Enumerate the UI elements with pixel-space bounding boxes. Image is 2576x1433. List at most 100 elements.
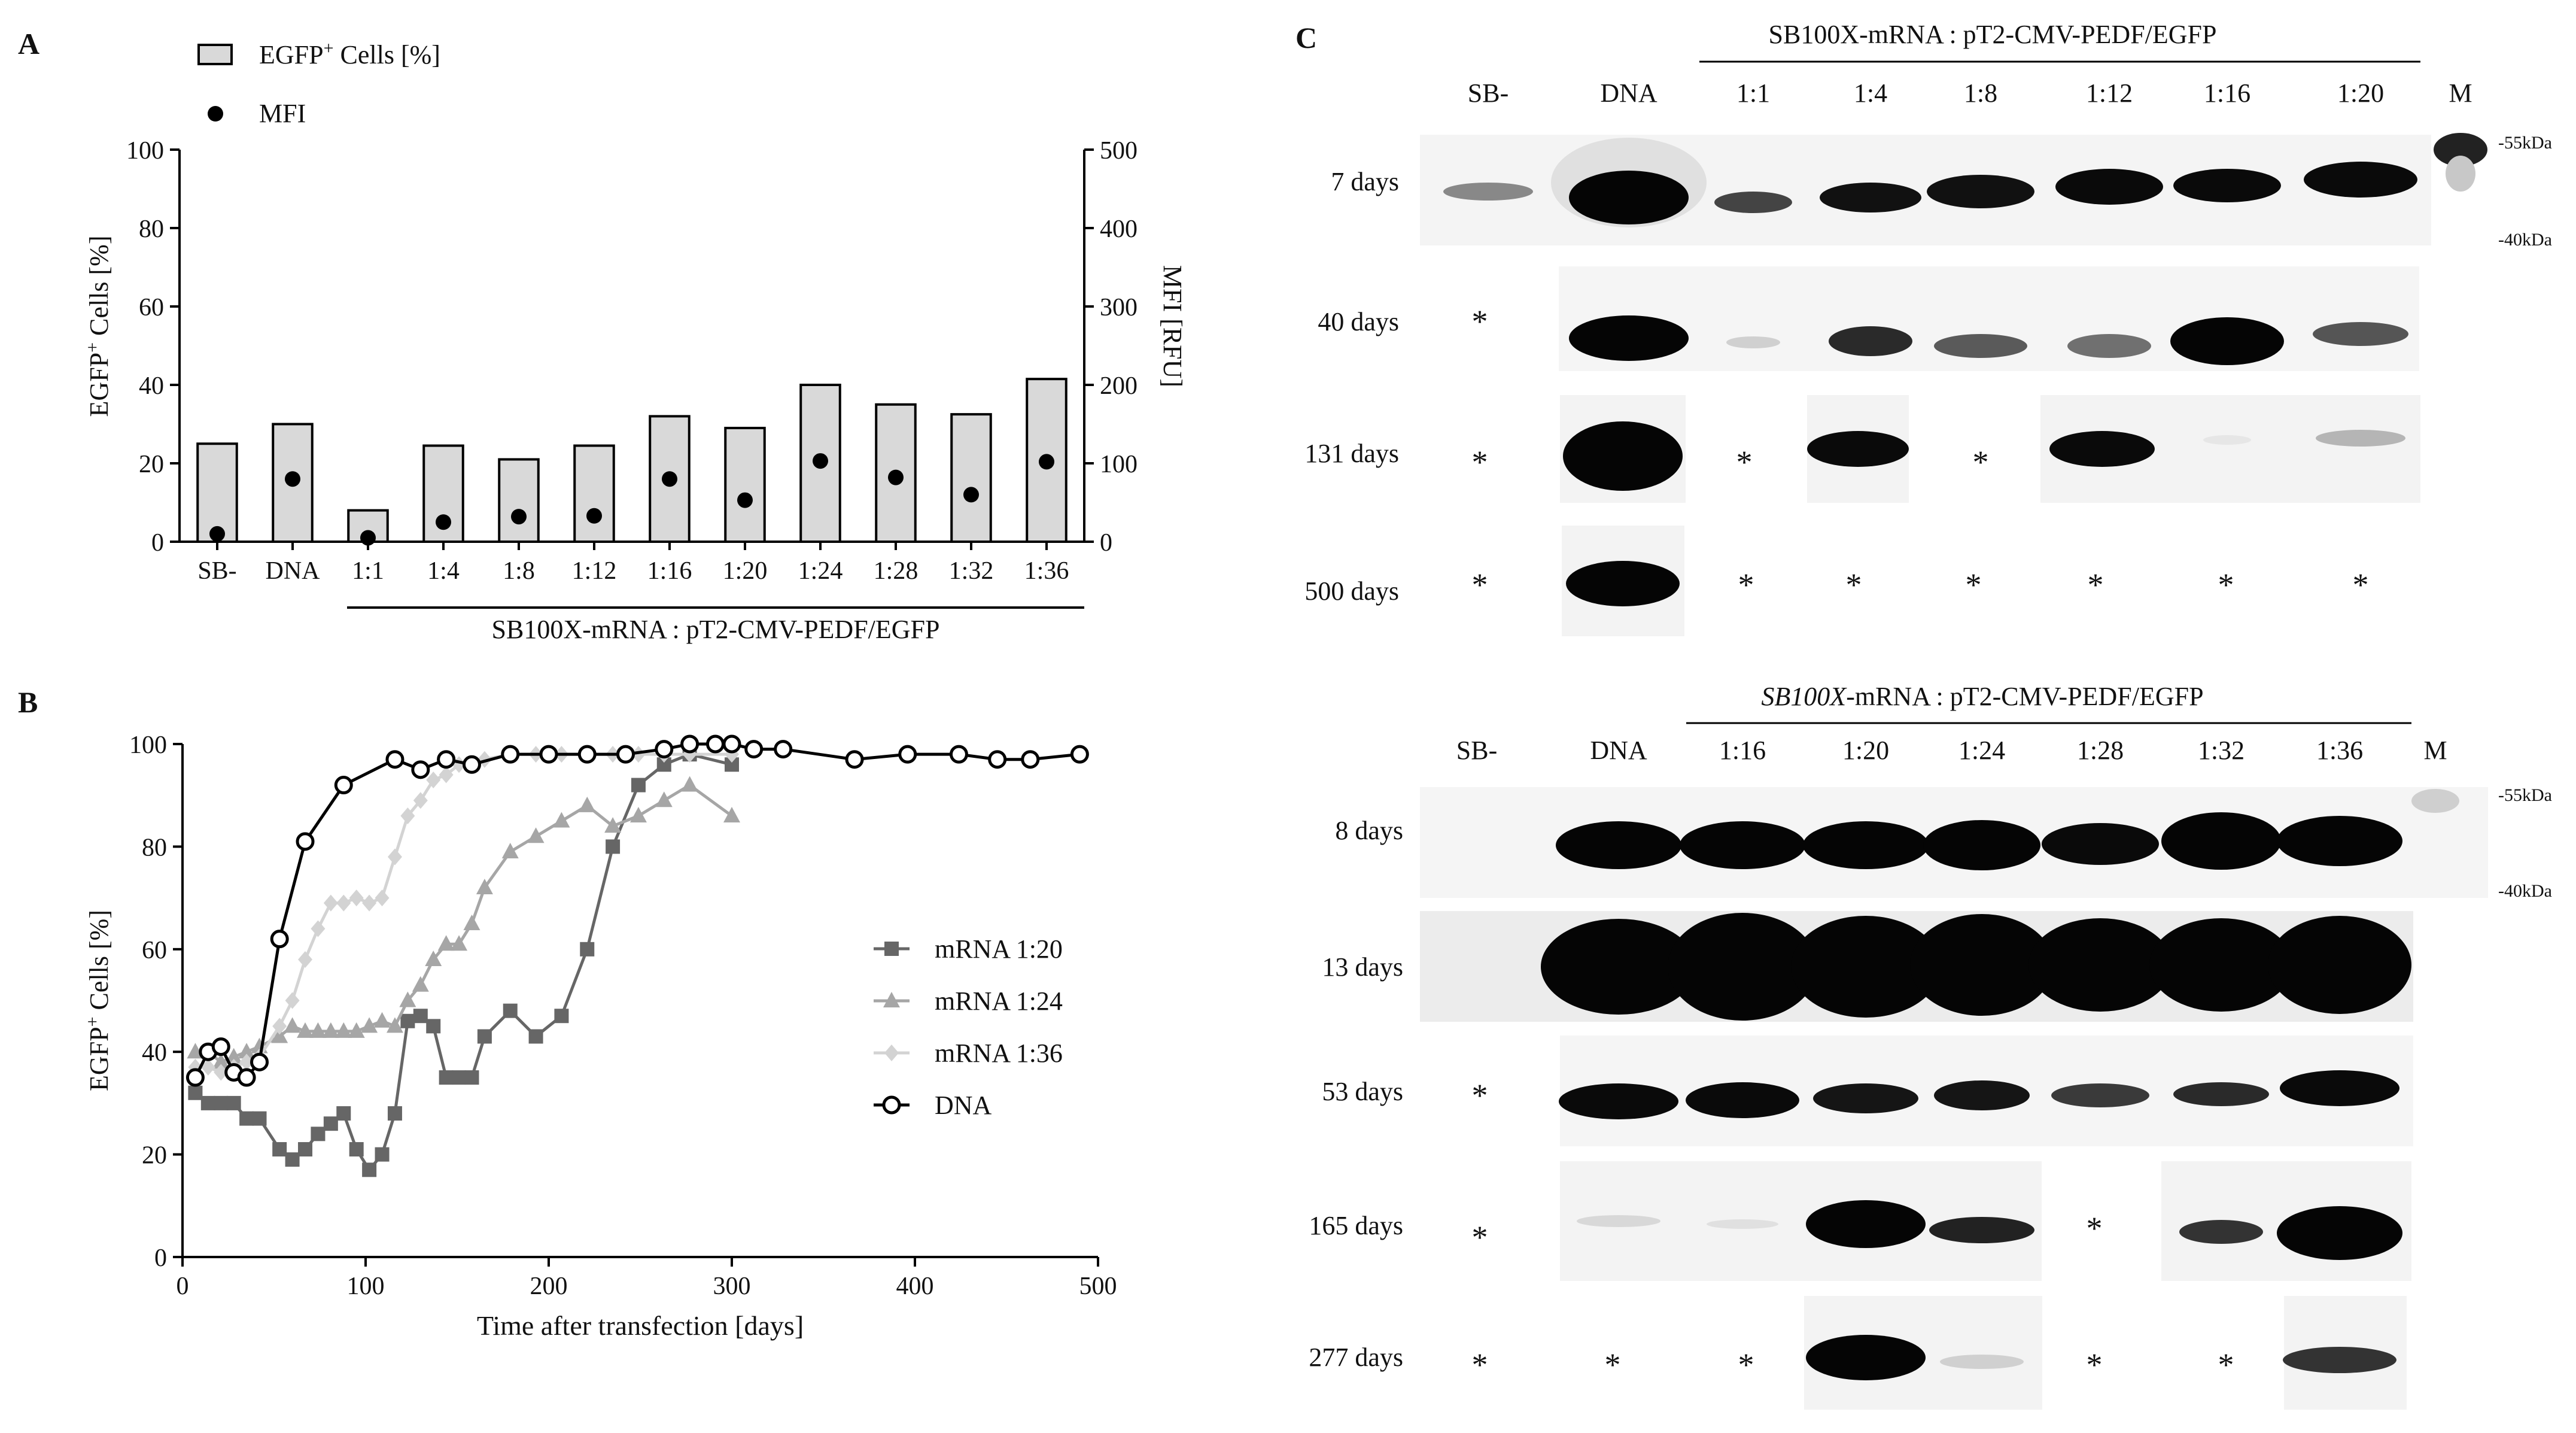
band <box>2277 1206 2402 1260</box>
band <box>1927 175 2034 208</box>
blot-star: * <box>2088 567 2104 603</box>
chart-b-legend-marker <box>883 992 900 1007</box>
blot-star: * <box>1472 1077 1488 1113</box>
chart-b-point <box>464 1070 479 1085</box>
chart-b-point <box>361 1017 378 1033</box>
band <box>2149 918 2293 1012</box>
chart-b-point <box>553 812 570 828</box>
band <box>2268 916 2411 1014</box>
blot-star: * <box>1738 567 1754 603</box>
band <box>2170 317 2284 365</box>
chart-b-xtick-label: 100 <box>347 1273 385 1300</box>
chart-b-ytick-label: 40 <box>142 1039 167 1067</box>
chart-b-point <box>214 1064 229 1081</box>
blot-star: * <box>1605 1347 1621 1383</box>
band <box>1940 1355 2024 1369</box>
band <box>1923 820 2040 870</box>
chart-b-point <box>631 746 646 763</box>
chart-b-point <box>362 1162 377 1177</box>
chart-b-point <box>336 894 351 912</box>
chart-b-ylabel: EGFP+ Cells [%] <box>83 910 114 1091</box>
chart-b-point <box>705 734 725 754</box>
chart-b-point <box>580 942 595 957</box>
band <box>1443 183 1533 201</box>
band <box>2179 1220 2263 1244</box>
chart-a-xtick-label: 1:8 <box>503 557 535 585</box>
chart-b-point <box>681 776 698 792</box>
chart-a-xtick-label: 1:28 <box>874 557 919 585</box>
blot-top-row-label: 131 days <box>1304 439 1399 468</box>
blot-star: * <box>1472 303 1488 339</box>
band <box>1934 1080 2030 1110</box>
chart-a-ylabel-left: EGFP+ Cells [%] <box>83 236 114 417</box>
blot-top-marker-40: -40kDa <box>2498 230 2552 250</box>
blot-bottom-row-label: 277 days <box>1309 1343 1403 1372</box>
chart-b-point <box>845 750 864 769</box>
blot-top: SB100X-mRNA : pT2-CMV-PEDF/EGFP SB- DNA … <box>1304 20 2552 636</box>
chart-b-point <box>375 889 390 907</box>
chart-a-xtick-label: 1:1 <box>352 557 384 585</box>
band <box>2283 1347 2396 1373</box>
chart-b-point <box>501 745 520 764</box>
blot-star: * <box>1472 1219 1488 1255</box>
blot-star: * <box>2218 567 2234 603</box>
chart-b-point <box>463 914 480 930</box>
band-marker <box>2411 789 2459 813</box>
band <box>2067 334 2151 358</box>
chart-b-point <box>225 1048 242 1064</box>
chart-a-ytick-left-label: 40 <box>139 372 164 400</box>
chart-b-xtick-label: 400 <box>896 1273 934 1300</box>
chart-a-mfi-dot <box>511 509 527 525</box>
chart-a-ytick-left-label: 80 <box>139 215 164 243</box>
chart-b-xtick-label: 200 <box>530 1273 568 1300</box>
blot-top-lane-label: 1:1 <box>1736 78 1770 108</box>
band <box>2173 169 2281 202</box>
chart-b-point <box>425 950 442 966</box>
band <box>1569 171 1689 224</box>
chart-b-point <box>629 806 647 822</box>
chart-b-point <box>309 1022 327 1038</box>
chart-a-xtick-label: SB- <box>197 557 236 585</box>
chart-b-point <box>284 1017 301 1033</box>
chart-b-point <box>285 1152 300 1167</box>
chart-a-ytick-left-label: 0 <box>151 529 164 557</box>
panel-b-letter: B <box>18 685 38 719</box>
legend-bar-swatch <box>197 44 233 65</box>
legend-egfp-label: EGFP+ Cells [%] <box>259 38 440 69</box>
chart-a: 0 20 40 60 80 100 0 100 200 300 400 500 SB- DNA 1:1 1:4… <box>126 137 1138 585</box>
chart-a-xtick-label: 1:20 <box>723 557 768 585</box>
chart-a-xtick-label: 1:24 <box>798 557 843 585</box>
chart-b-point <box>722 734 741 754</box>
legend-mfi-label: MFI <box>259 99 306 128</box>
blot-bottom-row-label: 13 days <box>1322 952 1403 982</box>
band <box>1541 919 1696 1015</box>
band <box>2049 431 2155 467</box>
chart-b-point <box>774 740 793 759</box>
chart-b-point <box>362 894 377 912</box>
blot-bottom-row-label: 53 days <box>1322 1077 1403 1106</box>
band <box>1707 1219 1778 1229</box>
chart-b-point <box>680 734 699 754</box>
blot-top-lane-label: 1:8 <box>1964 78 1997 108</box>
chart-b-point <box>439 766 454 784</box>
band <box>1910 914 2054 1016</box>
chart-b-point <box>298 1142 313 1157</box>
panel-a-legend: EGFP+ Cells [%] MFI <box>197 38 440 128</box>
chart-a-bar <box>573 444 615 544</box>
chart-b-point <box>655 740 674 759</box>
chart-b-legend-marker <box>884 942 899 956</box>
chart-a-mfi-dot <box>1039 454 1054 470</box>
chart-a-ytick-right-label: 0 <box>1100 529 1112 557</box>
band <box>2161 812 2281 870</box>
band <box>1806 1200 1926 1248</box>
chart-b-point <box>385 750 405 769</box>
chart-b-point <box>744 740 764 759</box>
chart-b-point <box>400 807 415 824</box>
blot-bottom-lane-label: 1:32 <box>2198 736 2245 765</box>
chart-b-point <box>239 1054 254 1071</box>
blot-top-title: SB100X-mRNA : pT2-CMV-PEDF/EGFP <box>1769 20 2217 49</box>
blot-top-lane-label: 1:4 <box>1854 78 1887 108</box>
band <box>1714 192 1792 213</box>
chart-b-point <box>214 1095 229 1110</box>
